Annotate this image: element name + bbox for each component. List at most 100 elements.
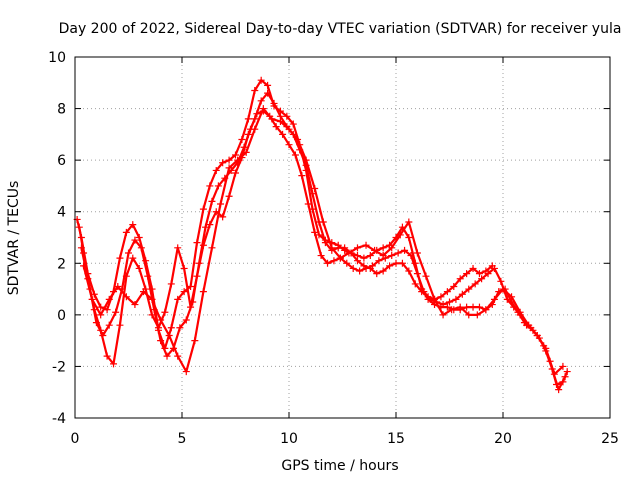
data-point	[386, 262, 394, 270]
data-point	[418, 288, 426, 296]
data-point	[225, 156, 233, 164]
data-point	[508, 293, 516, 301]
data-point	[285, 141, 293, 149]
x-tick-label: 20	[494, 431, 512, 447]
data-point	[279, 130, 287, 138]
grid	[75, 57, 610, 418]
data-point	[446, 298, 453, 306]
data-point	[97, 326, 105, 334]
data-point	[475, 270, 483, 278]
data-point	[366, 264, 374, 272]
data-point	[270, 99, 278, 107]
data-point	[232, 151, 239, 159]
data-point	[456, 303, 464, 311]
data-point	[176, 324, 184, 332]
data-point	[114, 282, 122, 290]
data-point	[208, 244, 216, 252]
data-point	[497, 277, 505, 285]
data-point	[167, 280, 175, 288]
data-point	[336, 254, 344, 262]
data-point	[345, 249, 353, 257]
data-point	[411, 280, 419, 288]
data-point	[80, 262, 88, 270]
series-trace	[78, 110, 567, 391]
data-point	[129, 254, 137, 262]
data-point	[125, 249, 132, 257]
data-point	[251, 125, 259, 133]
data-point	[161, 308, 169, 316]
data-point	[375, 257, 383, 265]
data-point	[180, 288, 188, 296]
data-point	[131, 301, 139, 309]
data-point	[437, 293, 445, 301]
data-point	[268, 115, 276, 123]
data-point	[259, 105, 267, 113]
y-tick-label: 10	[48, 50, 66, 66]
data-point	[362, 241, 370, 249]
data-point	[122, 293, 130, 301]
data-point	[217, 200, 225, 208]
data-point	[490, 295, 498, 303]
data-point	[174, 352, 182, 360]
data-point	[379, 267, 387, 275]
data-point	[148, 311, 156, 319]
data-point	[163, 352, 171, 360]
data-point	[366, 252, 374, 260]
data-point	[289, 120, 297, 128]
data-point	[294, 136, 302, 144]
y-tick-label: 2	[57, 256, 66, 272]
data-point	[105, 295, 113, 303]
data-point	[482, 306, 490, 314]
data-point	[105, 321, 113, 329]
data-point	[328, 244, 336, 252]
data-point	[559, 362, 567, 370]
data-point	[353, 257, 361, 265]
data-point	[174, 295, 182, 303]
data-point	[469, 303, 477, 311]
data-point	[276, 117, 284, 125]
data-point	[550, 370, 558, 378]
data-point	[405, 267, 413, 275]
series-trace	[82, 107, 565, 376]
y-tick-label: -4	[52, 411, 66, 427]
data-point	[167, 324, 175, 332]
data-point	[257, 97, 265, 105]
data-point	[154, 324, 162, 332]
data-point	[103, 352, 111, 360]
data-point	[311, 228, 319, 236]
data-point	[317, 252, 325, 260]
series-track-4	[80, 105, 567, 378]
data-point	[148, 295, 156, 303]
data-point	[264, 81, 272, 89]
data-point	[199, 288, 207, 296]
data-point	[349, 264, 357, 272]
data-point	[407, 252, 415, 260]
data-point	[97, 303, 105, 311]
data-point	[379, 252, 387, 260]
data-point	[174, 244, 182, 252]
data-point	[182, 368, 190, 376]
data-point	[443, 288, 451, 296]
data-point	[234, 156, 242, 164]
data-point	[401, 246, 409, 254]
y-tick-label: 8	[57, 102, 66, 118]
data-point	[516, 308, 524, 316]
data-point	[112, 308, 120, 316]
data-point	[319, 218, 327, 226]
data-point	[129, 221, 137, 229]
data-point	[424, 293, 432, 301]
data-point	[439, 311, 447, 319]
data-point	[199, 241, 207, 249]
data-point	[563, 368, 571, 376]
data-series	[73, 76, 571, 394]
data-point	[525, 321, 533, 329]
x-tick-label: 15	[387, 431, 405, 447]
data-point	[450, 282, 458, 290]
data-point	[392, 259, 400, 267]
data-point	[398, 259, 406, 267]
data-point	[116, 254, 124, 262]
data-point	[422, 272, 430, 280]
data-point	[157, 337, 165, 345]
data-point	[356, 267, 364, 275]
